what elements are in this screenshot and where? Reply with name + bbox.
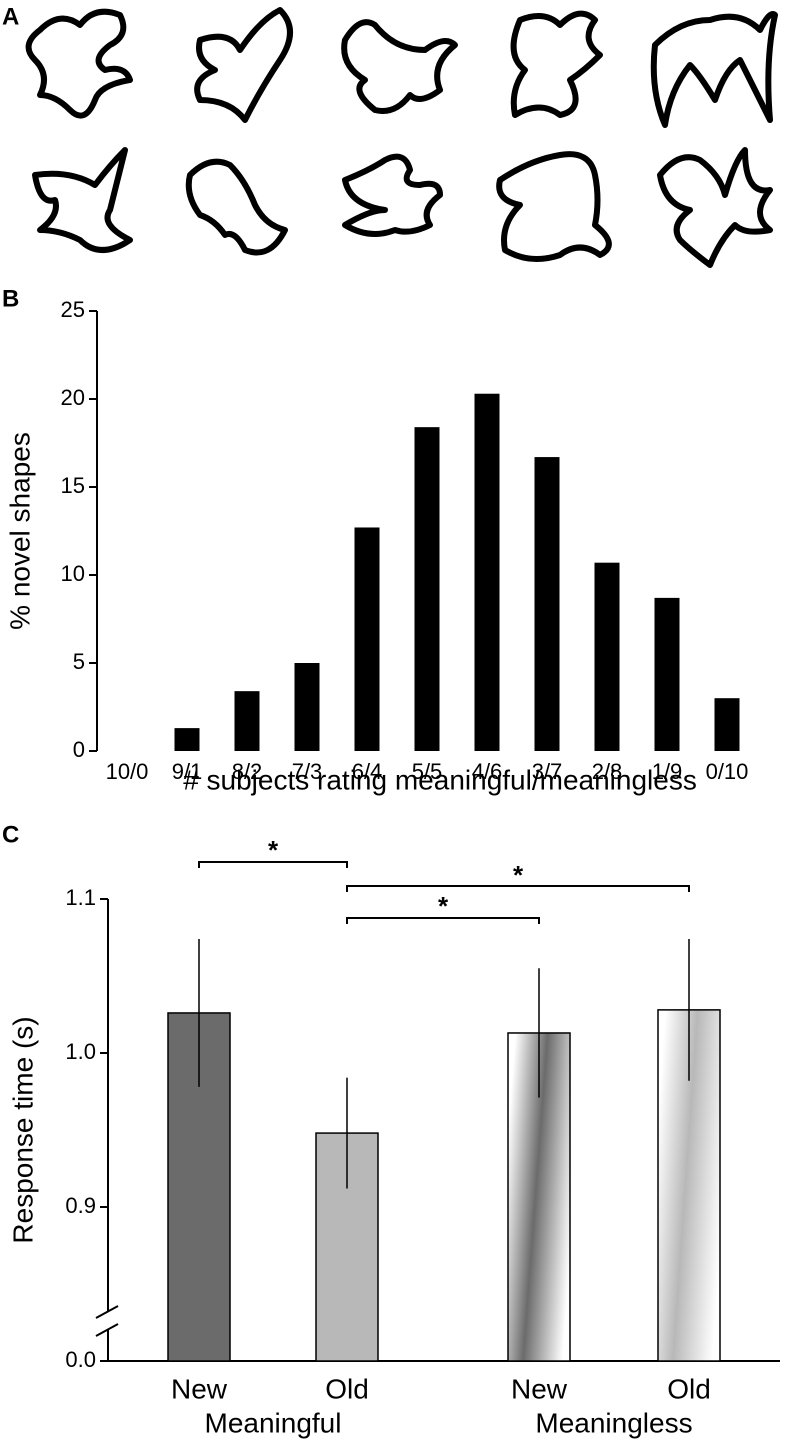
y-tick-label: 1.1 bbox=[65, 885, 96, 910]
shape bbox=[496, 151, 612, 262]
bar bbox=[594, 562, 620, 751]
significance-star: * bbox=[438, 891, 449, 921]
bracket bbox=[198, 861, 348, 868]
x-tick-label: 7/3 bbox=[292, 759, 323, 784]
y-tick-label: 1.0 bbox=[65, 1039, 96, 1064]
bar bbox=[354, 527, 380, 751]
shape bbox=[32, 147, 133, 253]
bar bbox=[474, 393, 500, 751]
axis-break bbox=[95, 1305, 119, 1337]
shape bbox=[194, 7, 293, 123]
x-axis-title: # subjects rating meaningful/meaningless bbox=[183, 764, 697, 795]
x-tick-label: 9/1 bbox=[172, 759, 203, 784]
bar bbox=[714, 698, 740, 751]
x-tick-label: 4/6 bbox=[472, 759, 503, 784]
y-tick-label: 0.9 bbox=[65, 1193, 96, 1218]
bracket bbox=[346, 917, 540, 924]
panel-label: A bbox=[2, 3, 19, 30]
x-tick-label: 10/0 bbox=[106, 759, 149, 784]
y-tick-label: 15 bbox=[61, 473, 85, 498]
panel-label: C bbox=[2, 821, 19, 848]
significance-star: * bbox=[513, 860, 524, 890]
x-tick-label: 5/5 bbox=[412, 759, 443, 784]
significance-brackets: * * * bbox=[198, 835, 690, 924]
x-tick-label: 0/10 bbox=[706, 759, 749, 784]
y-tick-label: 0 bbox=[73, 737, 85, 762]
x-tick-label: Old bbox=[667, 1373, 711, 1404]
x-tick-label: 6/4 bbox=[352, 759, 383, 784]
bar bbox=[294, 663, 320, 751]
y-tick-label: 5 bbox=[73, 649, 85, 674]
y-axis-title: % novel shapes bbox=[4, 432, 35, 630]
shape bbox=[342, 153, 443, 237]
bar bbox=[507, 1032, 571, 1362]
significance-star: * bbox=[268, 835, 279, 865]
x-tick-label: 3/7 bbox=[532, 759, 563, 784]
x-tick-label: 1/9 bbox=[652, 759, 683, 784]
bracket bbox=[346, 885, 690, 892]
shape bbox=[650, 11, 778, 128]
novel-shapes bbox=[25, 7, 778, 268]
bar bbox=[234, 691, 260, 751]
bar bbox=[654, 597, 680, 751]
y-tick-label: 0.0 bbox=[65, 1347, 96, 1372]
bar bbox=[534, 457, 560, 751]
y-tick-label: 10 bbox=[61, 561, 85, 586]
bar bbox=[414, 427, 440, 751]
x-tick-label: Old bbox=[325, 1373, 369, 1404]
shape bbox=[657, 147, 773, 268]
x-tick-label: New bbox=[511, 1373, 568, 1404]
bar bbox=[174, 728, 200, 751]
group-label: Meaningful bbox=[205, 1407, 342, 1438]
shape bbox=[341, 19, 458, 114]
y-axis-title: Response time (s) bbox=[7, 1016, 38, 1243]
x-tick-label: New bbox=[171, 1373, 228, 1404]
shape bbox=[25, 8, 133, 119]
y-tick-label: 25 bbox=[61, 297, 85, 322]
shape bbox=[510, 10, 603, 118]
x-tick-label: 8/2 bbox=[232, 759, 263, 784]
y-tick-label: 20 bbox=[61, 385, 85, 410]
panel-label: B bbox=[2, 285, 19, 312]
shape bbox=[185, 158, 288, 256]
group-label: Meaningless bbox=[535, 1407, 692, 1438]
x-tick-label: 2/8 bbox=[592, 759, 623, 784]
